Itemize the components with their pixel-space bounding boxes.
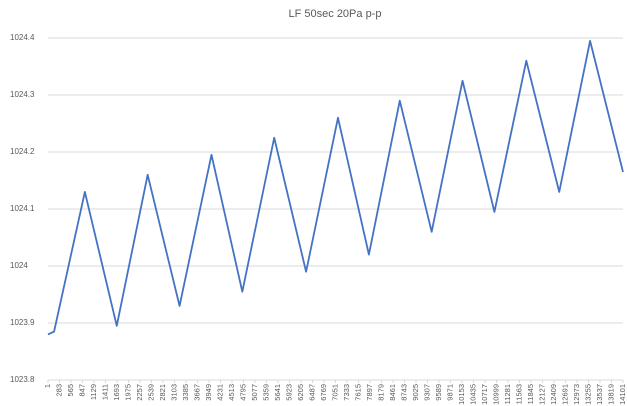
x-tick-label: 9871 xyxy=(445,384,454,401)
x-tick-label: 3667 xyxy=(192,384,201,401)
x-tick-label: 2539 xyxy=(146,384,155,401)
x-tick-label: 2821 xyxy=(158,384,167,401)
x-tick-label: 1693 xyxy=(112,384,121,401)
x-tick-label: 6205 xyxy=(296,384,305,401)
y-tick-label: 1023.9 xyxy=(10,318,35,327)
x-tick-label: 5923 xyxy=(284,384,293,401)
x-tick-label: 11845 xyxy=(526,384,535,404)
x-tick-label: 4231 xyxy=(215,384,224,401)
x-tick-label: 5077 xyxy=(250,384,259,401)
x-tick-label: 9307 xyxy=(422,384,431,401)
x-tick-label: 9589 xyxy=(434,384,443,401)
x-tick-label: 12127 xyxy=(537,384,546,405)
x-tick-label: 1129 xyxy=(89,384,98,400)
x-tick-label: 11563 xyxy=(514,384,523,404)
x-tick-label: 1 xyxy=(43,384,52,388)
x-tick-label: 13819 xyxy=(606,384,615,405)
x-tick-label: 7051 xyxy=(330,384,339,401)
x-tick-label: 283 xyxy=(54,384,63,397)
x-tick-label: 12691 xyxy=(560,384,569,405)
x-tick-label: 2257 xyxy=(135,384,144,401)
x-tick-label: 3949 xyxy=(204,384,213,401)
x-tick-label: 1411 xyxy=(100,384,109,400)
x-tick-label: 7615 xyxy=(353,384,362,401)
x-tick-label: 10999 xyxy=(491,384,500,405)
x-tick-label: 8179 xyxy=(376,384,385,401)
x-tick-label: 7333 xyxy=(342,384,351,401)
x-tick-label: 6769 xyxy=(319,384,328,401)
x-tick-label: 10717 xyxy=(480,384,489,405)
x-tick-label: 10435 xyxy=(468,384,477,405)
x-tick-label: 8743 xyxy=(399,384,408,401)
y-tick-label: 1024.2 xyxy=(10,147,35,156)
x-tick-label: 13537 xyxy=(595,384,604,405)
x-tick-label: 13255 xyxy=(583,384,592,405)
chart-title: LF 50sec 20Pa p-p xyxy=(289,8,382,20)
x-tick-label: 847 xyxy=(77,384,86,397)
x-tick-label: 12409 xyxy=(549,384,558,405)
y-tick-label: 1024.3 xyxy=(10,90,35,99)
y-tick-label: 1024.1 xyxy=(10,204,35,213)
y-tick-label: 1024 xyxy=(10,261,28,270)
x-tick-label: 5359 xyxy=(261,384,270,401)
x-tick-label: 3385 xyxy=(181,384,190,401)
x-tick-label: 10153 xyxy=(457,384,466,405)
x-tick-label: 3103 xyxy=(169,384,178,401)
x-tick-label: 4513 xyxy=(227,384,236,401)
y-tick-label: 1023.8 xyxy=(10,375,35,384)
x-tick-label: 9025 xyxy=(411,384,420,401)
x-tick-label: 8461 xyxy=(388,384,397,401)
x-tick-label: 4795 xyxy=(238,384,247,401)
y-tick-label: 1024.4 xyxy=(10,33,35,42)
x-tick-label: 565 xyxy=(66,384,75,397)
x-tick-label: 14101 xyxy=(618,384,627,405)
x-tick-label: 6487 xyxy=(307,384,316,401)
x-tick-label: 1975 xyxy=(123,384,132,401)
data-line xyxy=(47,39,624,336)
x-tick-label: 5641 xyxy=(273,384,282,401)
x-tick-label: 11281 xyxy=(503,384,512,404)
x-tick-label: 7897 xyxy=(365,384,374,401)
x-tick-label: 12973 xyxy=(572,384,581,405)
